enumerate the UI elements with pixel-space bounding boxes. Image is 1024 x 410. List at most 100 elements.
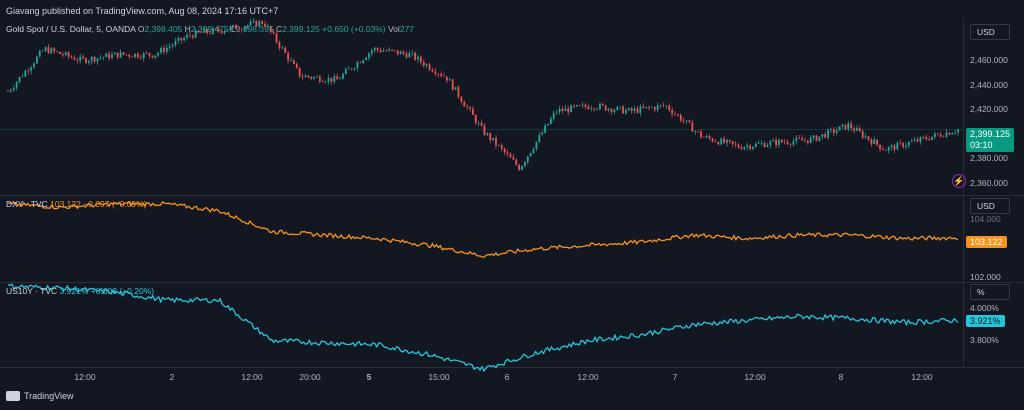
gold-candle bbox=[847, 123, 850, 130]
gold-candle bbox=[255, 20, 258, 27]
gold-candle bbox=[827, 129, 829, 138]
gold-candle bbox=[910, 141, 913, 143]
gold-candle bbox=[30, 67, 33, 72]
gold-candle bbox=[957, 129, 959, 133]
time-axis-tick: 12:00 bbox=[241, 372, 263, 382]
us10y-series-name: US10Y · TVC bbox=[6, 286, 58, 296]
dxy-value: 103.122 bbox=[50, 199, 81, 209]
gold-candle bbox=[443, 75, 445, 77]
gold-candle bbox=[145, 52, 148, 54]
gold-candle bbox=[350, 68, 353, 70]
gold-unit-button[interactable]: USD bbox=[970, 24, 1010, 40]
time-axis-tick: 5 bbox=[366, 372, 372, 382]
gold-candle bbox=[948, 132, 951, 135]
tradingview-logo[interactable]: TradingView bbox=[6, 391, 74, 401]
gold-candle bbox=[342, 73, 344, 79]
gold-candle bbox=[217, 28, 220, 31]
gold-candle bbox=[362, 60, 365, 64]
gold-candle bbox=[954, 132, 957, 134]
gold-candle bbox=[437, 73, 440, 75]
gold-candle bbox=[229, 26, 232, 31]
gold-candle bbox=[801, 138, 803, 141]
gold-candle bbox=[795, 137, 798, 142]
gold-candle bbox=[780, 139, 783, 143]
gold-candle bbox=[613, 109, 616, 113]
gold-candle bbox=[324, 81, 327, 83]
gold-candle bbox=[824, 134, 827, 138]
dxy-legend[interactable]: DXY · TVC 103.122 −0.097 (−0.09%) bbox=[6, 199, 147, 209]
gold-candle bbox=[394, 50, 396, 51]
lightning-icon[interactable]: ⚡ bbox=[952, 174, 966, 188]
gold-candle bbox=[835, 130, 838, 133]
gold-candle bbox=[189, 34, 191, 36]
gold-candle bbox=[662, 105, 665, 106]
us10y-legend[interactable]: US10Y · TVC 3.921% +0.008 (+0.20%) bbox=[6, 286, 154, 296]
gold-candle bbox=[113, 52, 116, 55]
gold-candle bbox=[552, 112, 555, 119]
gold-axis-tick: 2,440.000 bbox=[970, 80, 1008, 90]
gold-candle bbox=[379, 49, 382, 52]
gold-candle bbox=[651, 107, 653, 108]
gold-candle bbox=[708, 136, 711, 139]
gold-candle bbox=[180, 37, 183, 41]
gold-volume: 277 bbox=[399, 24, 414, 34]
gold-candle bbox=[495, 138, 497, 146]
gold-candle bbox=[460, 96, 463, 102]
gold-candle bbox=[659, 105, 662, 106]
pane-separator-2[interactable] bbox=[0, 282, 1024, 283]
gold-candle bbox=[864, 136, 867, 138]
gold-candle bbox=[35, 56, 38, 64]
gold-candle bbox=[619, 106, 622, 108]
gold-candle bbox=[890, 145, 893, 148]
gold-candle bbox=[529, 152, 532, 157]
gold-candle bbox=[731, 141, 734, 144]
gold-candle bbox=[333, 76, 336, 82]
gold-candle bbox=[454, 87, 457, 90]
gold-candle bbox=[630, 108, 633, 111]
gold-candle bbox=[469, 107, 471, 109]
gold-candle bbox=[769, 141, 772, 146]
gold-candle bbox=[936, 133, 939, 135]
gold-candle bbox=[503, 148, 506, 153]
us10y-unit-button[interactable]: % bbox=[970, 284, 1010, 300]
price-axis[interactable] bbox=[963, 18, 1024, 368]
gold-candle bbox=[809, 137, 812, 143]
gold-candle bbox=[163, 47, 165, 52]
gold-candle bbox=[264, 23, 266, 27]
gold-candle bbox=[775, 139, 777, 146]
gold-candle bbox=[122, 52, 125, 55]
gold-candle bbox=[535, 141, 538, 150]
us10y-axis-tick: 3.800% bbox=[970, 335, 999, 345]
gold-candle bbox=[422, 62, 425, 66]
gold-candle bbox=[567, 108, 570, 113]
gold-candle bbox=[56, 51, 58, 52]
gold-candle bbox=[665, 105, 668, 107]
gold-candle bbox=[480, 122, 483, 126]
dxy-line bbox=[7, 200, 959, 259]
gold-candle bbox=[509, 154, 512, 158]
gold-candle bbox=[70, 56, 73, 58]
gold-candle bbox=[853, 128, 855, 131]
gold-candle bbox=[873, 139, 876, 145]
dxy-unit-button[interactable]: USD bbox=[970, 198, 1010, 214]
gold-candle bbox=[53, 48, 56, 52]
gold-candle bbox=[818, 136, 821, 141]
gold-candle bbox=[142, 52, 145, 59]
gold-candle bbox=[933, 133, 936, 137]
gold-candle bbox=[555, 112, 558, 113]
pane-separator-1[interactable] bbox=[0, 195, 1024, 196]
gold-candle bbox=[648, 106, 650, 108]
gold-candle bbox=[148, 53, 151, 56]
gold-candle bbox=[405, 53, 408, 58]
gold-candle bbox=[879, 144, 881, 150]
gold-candle bbox=[590, 108, 593, 110]
gold-candle bbox=[425, 64, 428, 66]
gold-legend[interactable]: Gold Spot / U.S. Dollar, 5, OANDA O2,398… bbox=[6, 24, 414, 34]
gold-candle bbox=[599, 103, 601, 109]
gold-candle bbox=[243, 26, 246, 30]
gold-candle bbox=[856, 128, 858, 131]
gold-candle bbox=[463, 101, 466, 107]
gold-candle bbox=[882, 149, 884, 151]
gold-candle bbox=[723, 138, 726, 143]
